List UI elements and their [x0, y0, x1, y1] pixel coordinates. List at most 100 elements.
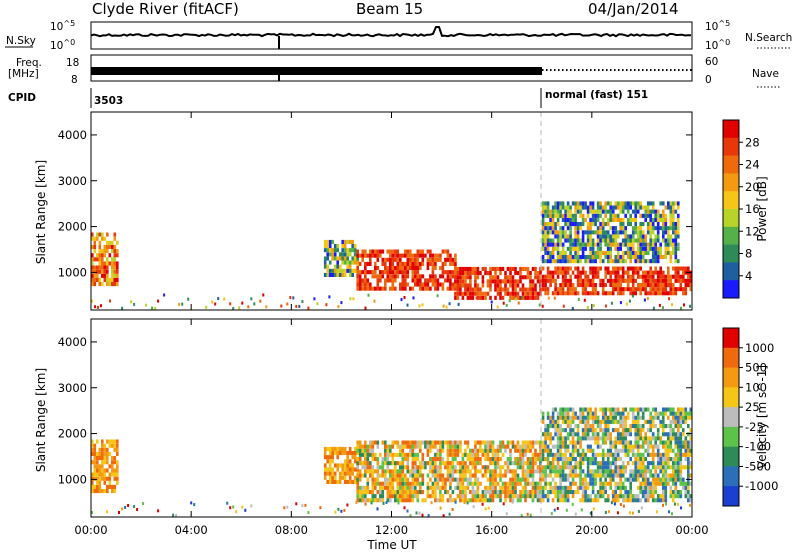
- heatmap-cell: [639, 428, 642, 433]
- heatmap-cell: [404, 490, 407, 495]
- heatmap-cell: [496, 494, 500, 499]
- heatmap-cell: [581, 448, 585, 453]
- heatmap-cell: [409, 481, 412, 486]
- heatmap-cell: [599, 494, 602, 499]
- heatmap-cell: [106, 447, 109, 452]
- heatmap-cell: [343, 272, 347, 277]
- heatmap-cell: [546, 428, 550, 433]
- heatmap-cell: [566, 278, 570, 283]
- heatmap-cell: [654, 473, 657, 478]
- heatmap-cell: [689, 407, 693, 412]
- heatmap-cell: [629, 213, 632, 218]
- heatmap-cell: [624, 238, 627, 243]
- heatmap-cell: [476, 485, 480, 490]
- heatmap-cell: [519, 477, 522, 482]
- heatmap-cell: [541, 432, 545, 437]
- heatmap-cell: [328, 252, 332, 257]
- heatmap-cell: [496, 490, 500, 495]
- heatmap-cell: [343, 475, 347, 480]
- heatmap-cell: [576, 255, 580, 260]
- heatmap-cell: [679, 436, 683, 441]
- heatmap-cell: [551, 461, 555, 466]
- heatmap-cell: [491, 473, 495, 478]
- heatmap-cell: [614, 246, 617, 251]
- heatmap-cell: [591, 477, 595, 482]
- heatmap-cell: [667, 477, 670, 482]
- heatmap-cell: [571, 457, 575, 462]
- heatmap-cell: [391, 461, 395, 466]
- heatmap-cell: [374, 485, 377, 490]
- heatmap-cell: [108, 464, 112, 469]
- heatmap-cell: [394, 469, 397, 474]
- heatmap-cell: [541, 419, 545, 424]
- heatmap-cell: [519, 448, 522, 453]
- heatmap-cell: [616, 436, 620, 441]
- heatmap-cell: [664, 222, 668, 227]
- heatmap-cell: [614, 452, 617, 457]
- colorbar-swatch: [723, 486, 739, 507]
- heatmap-cell: [546, 205, 550, 210]
- heatmap-cell: [91, 269, 94, 274]
- heatmap-cell: [604, 205, 607, 210]
- heatmap-speckle: [646, 297, 649, 300]
- heatmap-cell: [589, 481, 592, 486]
- heatmap-cell: [669, 440, 673, 445]
- heatmap-cell: [529, 295, 532, 300]
- heatmap-cell: [609, 485, 612, 490]
- heatmap-cell: [351, 451, 354, 456]
- heatmap-cell: [626, 440, 630, 445]
- heatmap-cell: [581, 291, 585, 296]
- heatmap-cell: [494, 287, 497, 292]
- heatmap-cell: [328, 471, 332, 476]
- heatmap-cell: [526, 275, 530, 280]
- heatmap-cell: [644, 440, 647, 445]
- heatmap-cell: [431, 490, 435, 495]
- heatmap-cell: [103, 253, 107, 258]
- heatmap-cell: [674, 287, 678, 292]
- heatmap-cell: [459, 448, 462, 453]
- heatmap-cell: [549, 448, 552, 453]
- heatmap-speckle: [214, 302, 217, 306]
- heatmap-cell: [672, 226, 675, 231]
- heatmap-cell: [424, 440, 427, 445]
- heatmap-cell: [674, 415, 678, 420]
- heatmap-cell: [504, 283, 507, 288]
- heatmap-cell: [103, 261, 107, 266]
- heatmap-cell: [431, 481, 435, 486]
- heatmap-cell: [331, 471, 334, 476]
- heatmap-cell: [336, 446, 339, 451]
- heatmap-cell: [434, 498, 437, 503]
- heatmap-cell: [389, 452, 392, 457]
- heatmap-cell: [599, 424, 602, 429]
- heatmap-cell: [446, 461, 450, 466]
- heatmap-cell: [672, 477, 675, 482]
- heatmap-cell: [556, 461, 560, 466]
- heatmap-cell: [534, 287, 537, 292]
- heatmap-cell: [609, 469, 612, 474]
- heatmap-cell: [646, 461, 650, 466]
- heatmap-cell: [366, 481, 370, 486]
- heatmap-cell: [619, 481, 622, 486]
- heatmap-cell: [621, 266, 625, 271]
- heatmap-cell: [556, 287, 560, 292]
- heatmap-cell: [481, 498, 485, 503]
- heatmap-cell: [559, 230, 562, 235]
- heatmap-cell: [674, 234, 678, 239]
- heatmap-cell: [679, 473, 683, 478]
- heatmap-cell: [356, 485, 359, 490]
- heatmap-cell: [594, 419, 597, 424]
- heatmap-cell: [687, 473, 690, 478]
- heatmap-cell: [514, 279, 517, 284]
- heatmap-cell: [364, 249, 367, 254]
- heatmap-cell: [579, 411, 582, 416]
- heatmap-cell: [461, 266, 465, 271]
- heatmap-cell: [534, 461, 537, 466]
- heatmap-cell: [594, 477, 597, 482]
- heatmap-cell: [566, 436, 570, 441]
- heatmap-cell: [546, 444, 550, 449]
- heatmap-cell: [411, 465, 415, 470]
- heatmap-cell: [636, 209, 640, 214]
- heatmap-cell: [594, 291, 597, 296]
- heatmap-cell: [639, 415, 642, 420]
- heatmap-cell: [541, 411, 545, 416]
